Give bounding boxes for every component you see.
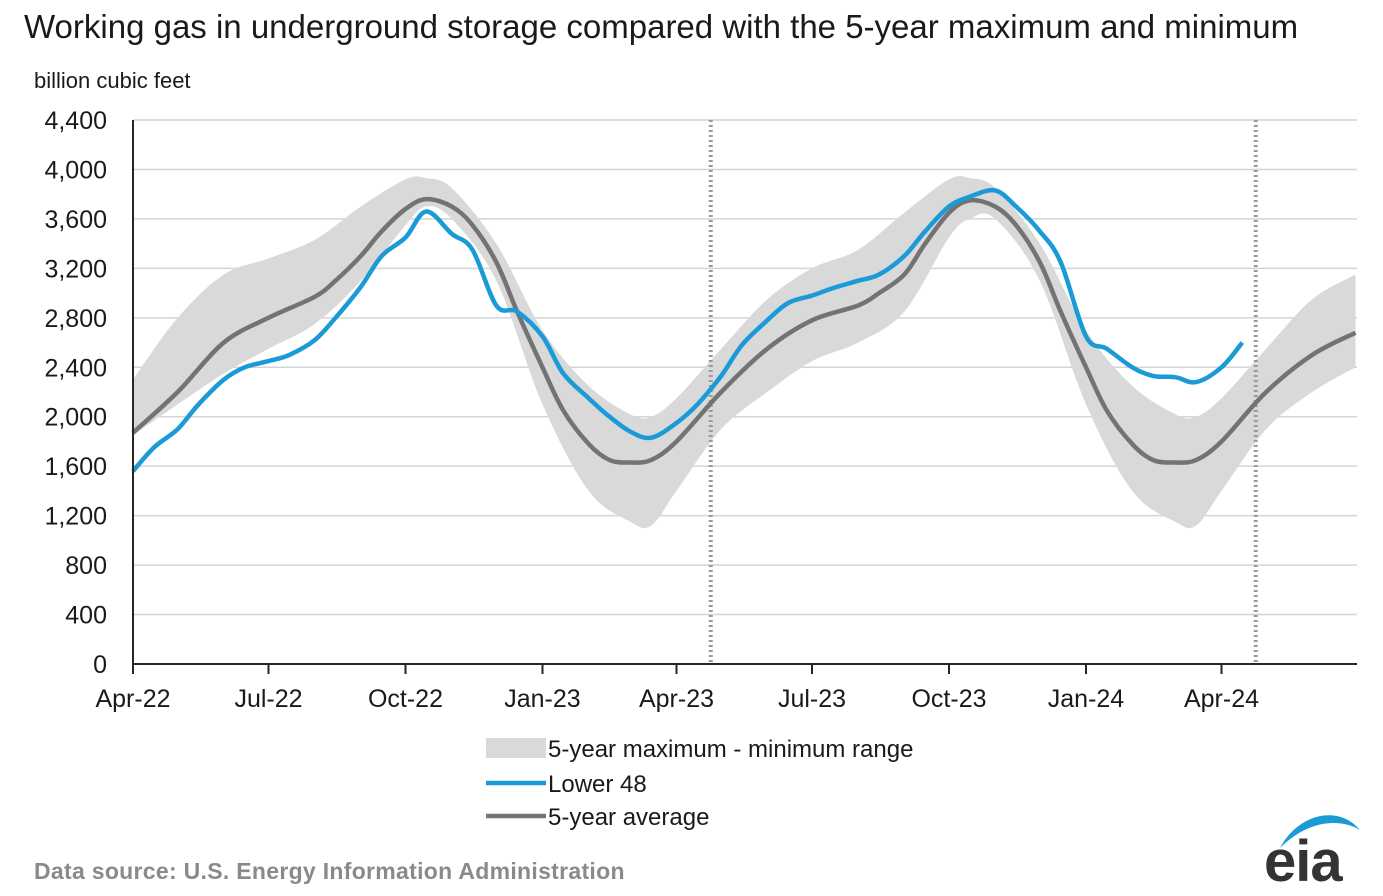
axes [132, 120, 1357, 674]
x-tick-label: Jul-22 [234, 685, 302, 713]
series-line-lower-48 [131, 187, 1245, 473]
x-tick-labels: Apr-22 Jul-22 Oct-22 Jan-23 Apr-23 Jul-23 Oct-… [95, 685, 1259, 713]
x-tick-label: Apr-22 [95, 685, 170, 713]
y-tick-label: 0 [93, 651, 107, 679]
legend-item-5-year-average: 5-year average [486, 804, 709, 831]
x-tick-label: Oct-22 [368, 685, 443, 713]
legend-item-lower-48: Lower 48 [486, 771, 647, 798]
eia-logo-text: eia [1264, 829, 1343, 894]
y-tick-labels: 0 400 800 1,200 1,600 2,000 2,400 2,800 3,200 3,6… [44, 107, 107, 679]
legend-swatch-range [486, 738, 546, 758]
eia-logo: eia [1258, 800, 1368, 894]
range-area-layer [133, 175, 1356, 529]
y-tick-label: 3,200 [44, 255, 107, 283]
chart-canvas: 0 400 800 1,200 1,600 2,000 2,400 2,800 3,200 3,6… [44, 107, 1357, 831]
x-tick-label: Jan-24 [1048, 685, 1125, 713]
x-tick-label: Apr-23 [639, 685, 714, 713]
y-tick-label: 4,000 [44, 156, 107, 184]
y-tick-label: 2,400 [44, 354, 107, 382]
series-lines [131, 187, 1357, 473]
y-tick-label: 800 [65, 552, 107, 580]
legend-label: 5-year maximum - minimum range [548, 736, 913, 763]
y-tick-label: 4,400 [44, 107, 107, 135]
range-area-5-year-max-min [133, 175, 1356, 529]
chart-title: Working gas in underground storage compa… [24, 8, 1299, 45]
y-tick-label: 2,800 [44, 305, 107, 333]
x-tick-label: Oct-23 [911, 685, 986, 713]
y-tick-label: 2,000 [44, 404, 107, 432]
x-tick-label: Jan-23 [504, 685, 580, 713]
y-tick-label: 3,600 [44, 206, 107, 234]
x-tick-label: Jul-23 [778, 685, 846, 713]
legend: 5-year maximum - minimum range Lower 48 5-… [486, 736, 913, 831]
legend-label: 5-year average [548, 804, 709, 831]
data-source-note: Data source: U.S. Energy Information Adm… [34, 858, 625, 884]
y-tick-label: 1,200 [44, 503, 107, 531]
y-tick-label: 1,600 [44, 453, 107, 481]
y-axis-label: billion cubic feet [34, 68, 191, 93]
legend-label: Lower 48 [548, 771, 647, 798]
x-tick-label: Apr-24 [1184, 685, 1259, 713]
series-line-5-year-average [131, 196, 1357, 465]
y-tick-label: 400 [65, 602, 107, 630]
eia-logo-swoosh-icon [1280, 815, 1360, 848]
legend-item-range: 5-year maximum - minimum range [486, 736, 913, 763]
